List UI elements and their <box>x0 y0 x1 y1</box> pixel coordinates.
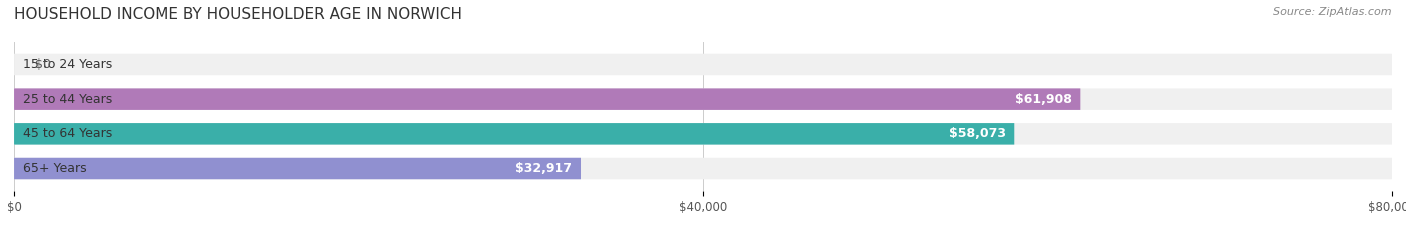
Text: 15 to 24 Years: 15 to 24 Years <box>22 58 112 71</box>
FancyBboxPatch shape <box>14 158 1392 179</box>
FancyBboxPatch shape <box>14 158 581 179</box>
Text: $58,073: $58,073 <box>949 127 1005 140</box>
FancyBboxPatch shape <box>14 88 1392 110</box>
Text: $0: $0 <box>35 58 51 71</box>
FancyBboxPatch shape <box>14 54 1392 75</box>
Text: Source: ZipAtlas.com: Source: ZipAtlas.com <box>1274 7 1392 17</box>
Text: $32,917: $32,917 <box>516 162 572 175</box>
FancyBboxPatch shape <box>14 123 1392 145</box>
Text: HOUSEHOLD INCOME BY HOUSEHOLDER AGE IN NORWICH: HOUSEHOLD INCOME BY HOUSEHOLDER AGE IN N… <box>14 7 463 22</box>
Text: 45 to 64 Years: 45 to 64 Years <box>22 127 112 140</box>
Text: 65+ Years: 65+ Years <box>22 162 86 175</box>
FancyBboxPatch shape <box>14 123 1014 145</box>
Text: 25 to 44 Years: 25 to 44 Years <box>22 93 112 106</box>
Text: $61,908: $61,908 <box>1015 93 1071 106</box>
FancyBboxPatch shape <box>14 88 1080 110</box>
